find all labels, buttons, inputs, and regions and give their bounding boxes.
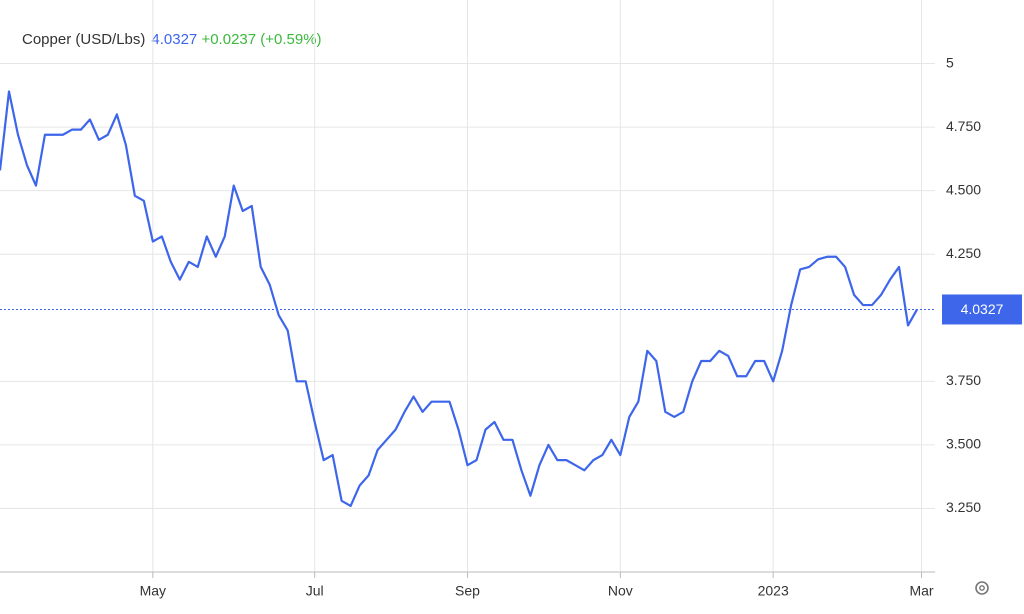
gear-ring[interactable] — [975, 581, 989, 595]
last-price-box — [942, 294, 1022, 325]
y-tick-label: 4.750 — [946, 118, 981, 134]
y-tick-label: 3.500 — [946, 436, 981, 452]
header-change-pct: (+0.59%) — [260, 31, 321, 48]
x-tick-label: Sep — [455, 583, 480, 599]
y-tick-label: 3.750 — [946, 372, 981, 388]
header-change: +0.0237 — [201, 31, 256, 48]
header: 4.0327 +0.0237 (+0.59%) — [151, 31, 321, 48]
x-tick-label: May — [140, 583, 166, 599]
last-price-label: 4.0327 — [961, 301, 1004, 317]
header-price: 4.0327 — [151, 31, 197, 48]
x-tick-label: 2023 — [758, 583, 789, 599]
y-tick-label: 4.250 — [946, 245, 981, 261]
price-line — [0, 90, 918, 508]
x-tick-label: Jul — [306, 583, 324, 599]
gear-icon[interactable] — [975, 581, 989, 595]
y-tick-label: 3.250 — [946, 499, 981, 515]
gear-hub[interactable] — [979, 585, 985, 591]
x-tick-label: Mar — [909, 583, 933, 599]
chart-title: Copper (USD/Lbs) — [22, 31, 145, 48]
y-tick-label: 4.500 — [946, 181, 981, 197]
x-tick-label: Nov — [608, 583, 633, 599]
y-tick-label: 5 — [946, 54, 954, 70]
